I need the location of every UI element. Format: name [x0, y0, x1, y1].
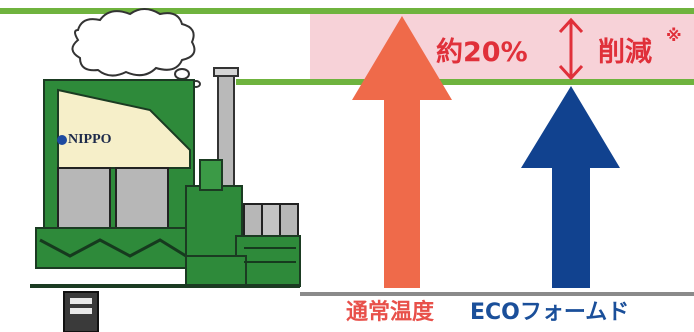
factory-silo-left [57, 167, 111, 229]
ground-line [300, 292, 694, 296]
thought-cloud-icon [71, 8, 201, 88]
factory-tank-2 [261, 203, 281, 241]
factory-illustration [30, 67, 301, 332]
eco-formed-label: ECOフォームド [470, 300, 630, 325]
eco-formed-arrow [521, 86, 620, 288]
normal-temperature-label: 通常温度 [346, 300, 435, 325]
factory-brand-label: NIPPO [68, 132, 112, 147]
eco-temperature-line [236, 79, 694, 85]
nippo-logo-mark [57, 135, 67, 145]
factory-tank-3 [279, 203, 299, 241]
reduction-double-arrow [558, 17, 584, 81]
reduction-suffix-label: 削減 [598, 37, 652, 68]
top-temperature-line [0, 8, 694, 14]
factory-tank-1 [243, 203, 263, 241]
footnote-mark: ※ [666, 26, 682, 45]
factory-roof-panel [57, 88, 191, 169]
reduction-amount-label: 約20% [436, 37, 528, 68]
factory-silo-right [115, 167, 169, 229]
normal-temperature-arrow [352, 16, 452, 288]
